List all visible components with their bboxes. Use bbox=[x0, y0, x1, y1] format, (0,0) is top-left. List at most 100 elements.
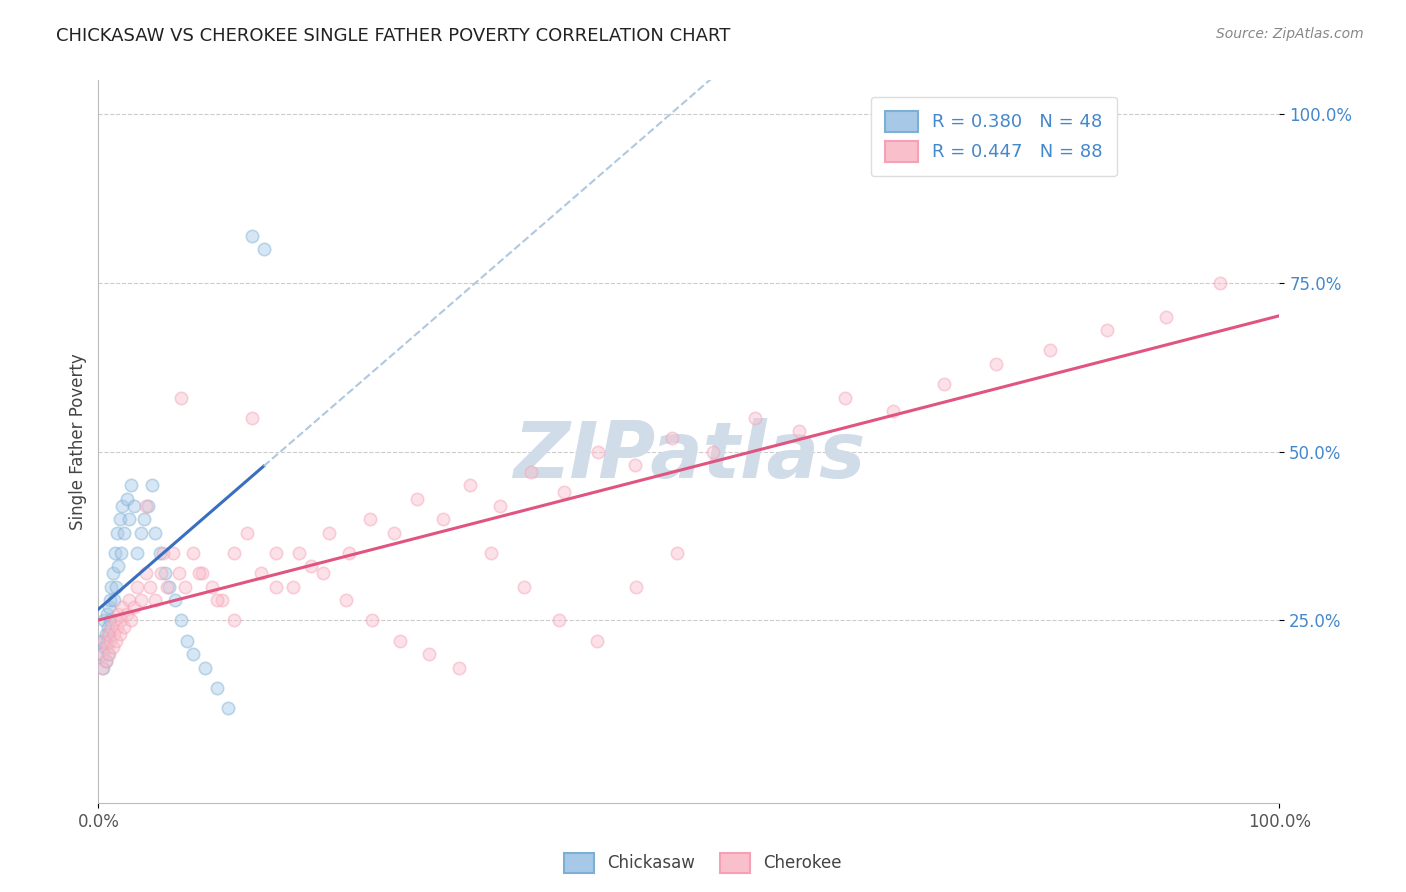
Point bbox=[432, 512, 454, 526]
Point bbox=[115, 607, 138, 621]
Point bbox=[153, 566, 176, 581]
Point bbox=[586, 444, 609, 458]
Point bbox=[211, 593, 233, 607]
Point bbox=[787, 425, 810, 439]
Point bbox=[1039, 343, 1062, 358]
Point bbox=[94, 627, 117, 641]
Point bbox=[661, 431, 683, 445]
Point bbox=[98, 599, 121, 614]
Point bbox=[217, 701, 239, 715]
Point bbox=[127, 546, 149, 560]
Point bbox=[91, 633, 114, 648]
Point bbox=[101, 566, 124, 581]
Point bbox=[104, 546, 127, 560]
Point bbox=[105, 525, 128, 540]
Point bbox=[97, 647, 120, 661]
Point bbox=[460, 478, 482, 492]
Point bbox=[512, 580, 534, 594]
Point bbox=[264, 580, 287, 594]
Point bbox=[1154, 310, 1177, 324]
Point bbox=[91, 647, 114, 661]
Point bbox=[205, 593, 228, 607]
Point bbox=[744, 411, 766, 425]
Point bbox=[447, 661, 470, 675]
Point bbox=[112, 620, 135, 634]
Point bbox=[97, 620, 120, 634]
Point bbox=[103, 627, 125, 641]
Point bbox=[623, 458, 645, 472]
Point bbox=[110, 614, 132, 628]
Point bbox=[335, 593, 357, 607]
Point bbox=[94, 654, 117, 668]
Point bbox=[104, 614, 127, 628]
Point bbox=[250, 566, 273, 581]
Point bbox=[181, 647, 204, 661]
Point bbox=[93, 633, 115, 648]
Point bbox=[157, 580, 180, 594]
Point bbox=[93, 614, 115, 628]
Point bbox=[194, 661, 217, 675]
Point bbox=[162, 546, 184, 560]
Point bbox=[98, 647, 121, 661]
Point bbox=[111, 499, 134, 513]
Point bbox=[129, 593, 152, 607]
Point bbox=[98, 593, 121, 607]
Legend: R = 0.380   N = 48, R = 0.447   N = 88: R = 0.380 N = 48, R = 0.447 N = 88 bbox=[870, 96, 1116, 176]
Point bbox=[240, 411, 263, 425]
Point bbox=[666, 546, 689, 560]
Point bbox=[98, 633, 121, 648]
Point bbox=[264, 546, 287, 560]
Point bbox=[253, 242, 276, 256]
Point bbox=[224, 614, 246, 628]
Point bbox=[96, 633, 118, 648]
Point bbox=[337, 546, 360, 560]
Point bbox=[108, 627, 131, 641]
Point bbox=[236, 525, 259, 540]
Point bbox=[101, 640, 124, 655]
Point bbox=[108, 512, 131, 526]
Point bbox=[489, 499, 512, 513]
Point bbox=[93, 640, 115, 655]
Point bbox=[122, 499, 145, 513]
Point bbox=[105, 620, 128, 634]
Point bbox=[170, 614, 193, 628]
Point bbox=[115, 491, 138, 506]
Point bbox=[127, 580, 149, 594]
Point bbox=[1095, 323, 1118, 337]
Point bbox=[107, 607, 129, 621]
Point bbox=[129, 525, 152, 540]
Text: Source: ZipAtlas.com: Source: ZipAtlas.com bbox=[1216, 27, 1364, 41]
Point bbox=[388, 633, 411, 648]
Point bbox=[624, 580, 647, 594]
Point bbox=[283, 580, 305, 594]
Point bbox=[134, 512, 156, 526]
Point bbox=[361, 614, 384, 628]
Point bbox=[143, 593, 166, 607]
Point bbox=[834, 391, 856, 405]
Point bbox=[96, 640, 118, 655]
Point bbox=[418, 647, 440, 661]
Point bbox=[96, 607, 118, 621]
Point bbox=[382, 525, 405, 540]
Point bbox=[135, 499, 157, 513]
Point bbox=[548, 614, 571, 628]
Point bbox=[187, 566, 209, 581]
Text: CHICKASAW VS CHEROKEE SINGLE FATHER POVERTY CORRELATION CHART: CHICKASAW VS CHEROKEE SINGLE FATHER POVE… bbox=[56, 27, 731, 45]
Point bbox=[143, 525, 166, 540]
Point bbox=[135, 566, 157, 581]
Point bbox=[585, 633, 607, 648]
Point bbox=[110, 546, 132, 560]
Y-axis label: Single Father Poverty: Single Father Poverty bbox=[69, 353, 87, 530]
Point bbox=[111, 599, 134, 614]
Point bbox=[173, 580, 195, 594]
Point bbox=[224, 546, 246, 560]
Point bbox=[406, 491, 429, 506]
Point bbox=[150, 566, 173, 581]
Point bbox=[170, 391, 193, 405]
Point bbox=[91, 661, 114, 675]
Point bbox=[156, 580, 179, 594]
Point bbox=[149, 546, 172, 560]
Point bbox=[90, 647, 112, 661]
Point bbox=[299, 559, 322, 574]
Point bbox=[98, 614, 121, 628]
